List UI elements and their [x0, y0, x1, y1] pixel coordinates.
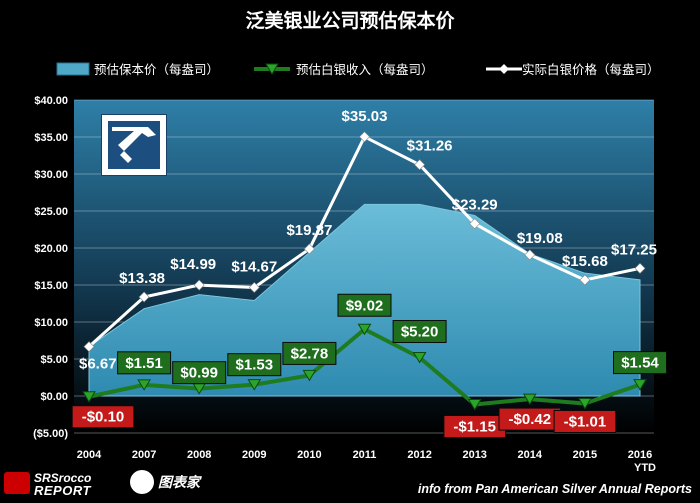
source-note: info from Pan American Silver Annual Rep…	[417, 482, 692, 496]
price-label: $13.38	[119, 270, 165, 287]
y-tick-label: $40.00	[34, 95, 68, 107]
x-tick-label: 2010	[297, 449, 321, 461]
legend-label: 预估白银收入（每盎司）	[296, 62, 434, 77]
price-label: $19.87	[286, 222, 332, 239]
axes: ($5.00) $0.00 $5.00 $10.00 $15.00 $20.00 $25.0…	[33, 95, 652, 461]
y-tick-label: $20.00	[34, 243, 68, 255]
price-point	[193, 279, 205, 291]
price-label: $15.68	[562, 253, 608, 270]
x-tick-label: 2016	[628, 449, 652, 461]
brand-badge-icon	[4, 472, 30, 494]
x-tick-label: 2004	[77, 449, 102, 461]
price-label: $14.99	[170, 256, 216, 273]
legend-label: 预估保本价（每盎司）	[94, 62, 219, 77]
revenue-label: $5.20	[401, 324, 439, 341]
revenue-label-box	[227, 353, 282, 377]
legend-area-swatch	[56, 62, 90, 76]
revenue-label: -$0.10	[82, 409, 125, 426]
price-point	[524, 249, 536, 261]
price-label: $35.03	[342, 108, 388, 125]
price-label: $17.25	[611, 241, 657, 258]
x-tick-label: 2015	[573, 449, 597, 461]
price-label: $19.08	[517, 230, 563, 247]
y-tick-label: $30.00	[34, 169, 68, 181]
revenue-label: $2.78	[291, 345, 329, 362]
price-point	[138, 291, 150, 303]
revenue-label: -$1.15	[453, 419, 496, 436]
revenue-label-box	[613, 351, 667, 375]
legend-revenue-marker	[265, 63, 279, 75]
revenue-point	[357, 323, 372, 336]
legend-price-marker	[499, 64, 509, 74]
x-tick-label: 2011	[353, 449, 377, 461]
price-point	[579, 274, 591, 286]
watermark-text: 图表家	[158, 475, 200, 491]
revenue-label: $1.53	[236, 357, 274, 374]
price-point	[414, 159, 426, 171]
line-series	[82, 131, 647, 411]
y-tick-label: $25.00	[34, 206, 68, 218]
revenue-point	[82, 391, 96, 403]
revenue-label-box	[71, 405, 135, 429]
price-point	[469, 218, 481, 230]
price-label: $14.67	[231, 258, 277, 275]
legend: 预估保本价（每盎司） 预估白银收入（每盎司） 实际白银价格（每盎司）	[56, 62, 660, 77]
revenue-point	[578, 397, 592, 410]
y-tick-label: $10.00	[34, 317, 68, 329]
x-tick-label: 2012	[407, 449, 431, 461]
legend-label: 实际白银价格（每盎司）	[522, 62, 660, 77]
revenue-point	[302, 369, 317, 382]
revenue-label-box	[172, 361, 227, 385]
price-point	[83, 341, 95, 353]
price-point	[248, 282, 260, 293]
revenue-point	[633, 379, 647, 391]
revenue-label-box	[282, 341, 337, 365]
revenue-label: -$1.01	[564, 413, 607, 430]
revenue-point	[522, 393, 537, 406]
y-tick-label: ($5.00)	[33, 428, 68, 440]
revenue-label-box	[117, 351, 172, 375]
srsrocco-logo: SRSrocco REPORT	[4, 469, 124, 499]
revenue-label: $1.54	[621, 355, 659, 372]
revenue-point	[467, 399, 482, 411]
watermark-face-icon	[130, 470, 154, 494]
price-label: $31.26	[407, 138, 453, 155]
x-tick-label: 2014	[518, 449, 543, 461]
revenue-label-box	[392, 320, 447, 344]
y-tick-label: $0.00	[40, 391, 68, 403]
x-tick-label: 2007	[132, 449, 156, 461]
revenue-label: $0.99	[180, 365, 218, 382]
brand-line1: SRSrocco	[34, 471, 92, 485]
x-tick-label: 2013	[462, 449, 486, 461]
revenue-point	[412, 352, 427, 364]
company-logo	[101, 114, 167, 176]
y-tick-label: $35.00	[34, 132, 68, 144]
price-label: $23.29	[452, 197, 498, 214]
y-tick-label: $15.00	[34, 280, 68, 292]
price-point	[303, 243, 315, 255]
watermark-logo: 图表家	[130, 468, 210, 500]
y-tick-label: $5.00	[40, 354, 68, 366]
revenue-point	[247, 379, 262, 391]
ytd-label: YTD	[634, 462, 656, 474]
x-tick-label: 2008	[187, 449, 211, 461]
data-labels: $6.67 $13.38 $14.99 $14.67 $19.87 $35.03 $31.2…	[71, 108, 667, 439]
x-tick-label: 2009	[242, 449, 266, 461]
revenue-label: $9.02	[346, 297, 384, 314]
price-label: $6.67	[79, 356, 117, 373]
revenue-label: -$0.42	[509, 411, 552, 428]
revenue-label-box	[553, 409, 617, 433]
price-point	[359, 131, 370, 143]
revenue-point	[137, 379, 151, 391]
revenue-label: $1.51	[125, 355, 163, 372]
chart-title: 泛美银业公司预估保本价	[245, 10, 455, 32]
revenue-label-box	[337, 293, 392, 317]
brand-line2: REPORT	[34, 483, 91, 498]
price-point	[634, 262, 646, 274]
